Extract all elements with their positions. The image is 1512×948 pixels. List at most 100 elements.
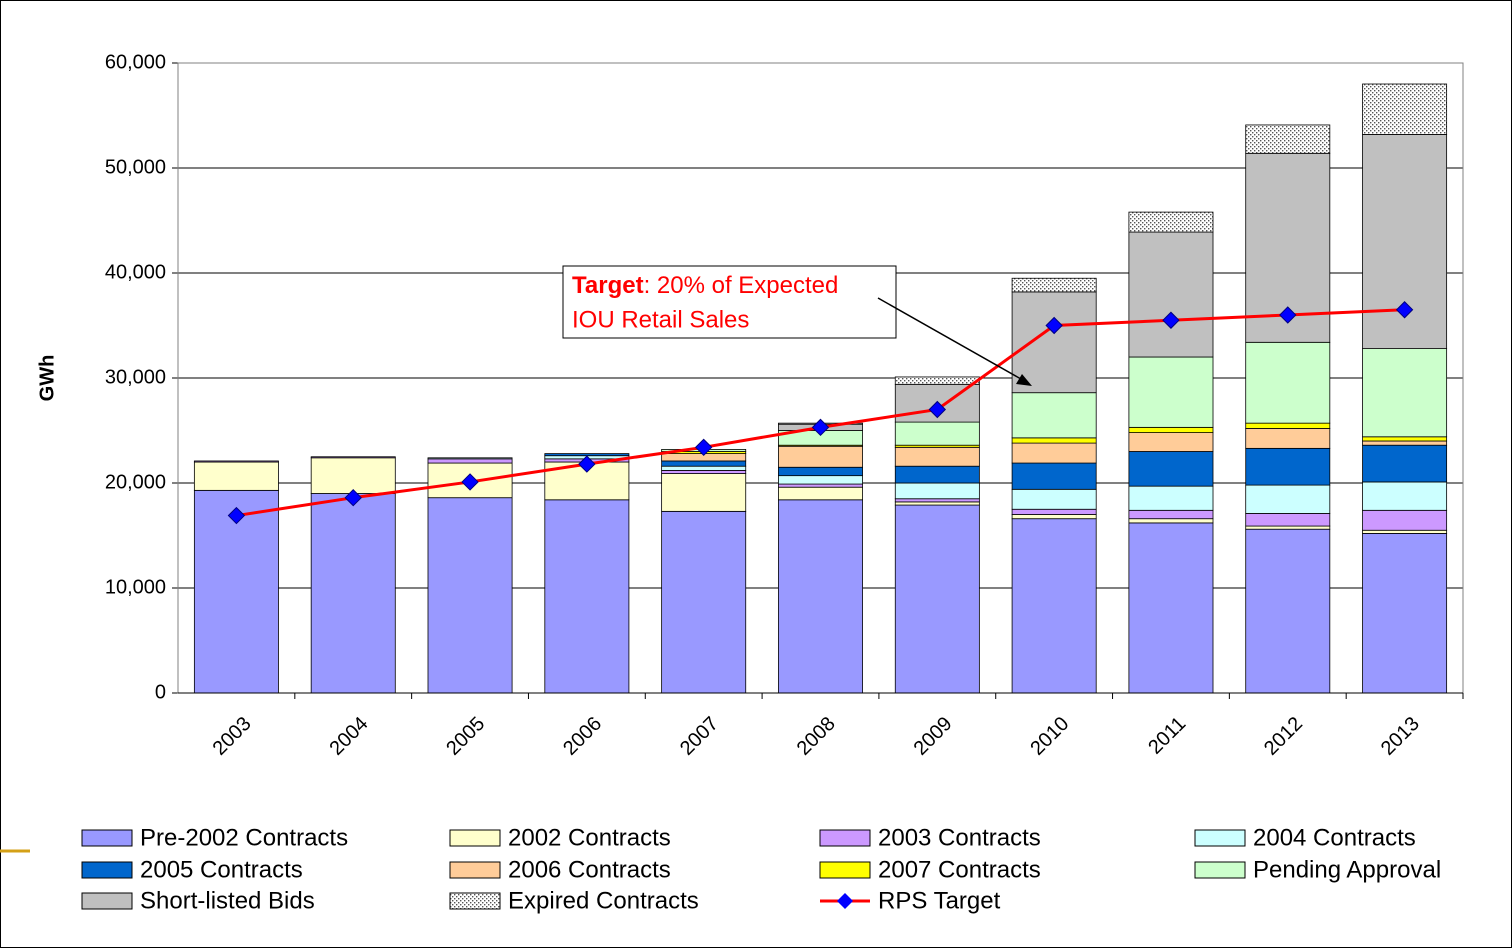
- bar-segment: [778, 486, 863, 501]
- bar-segment: [1245, 447, 1331, 486]
- plot: 010,00020,00030,00040,00050,00060,000200…: [105, 51, 1464, 760]
- bar-segment: [1362, 481, 1448, 511]
- bar-segment: [1362, 529, 1448, 534]
- legend-label: 2007 Contracts: [878, 856, 1041, 883]
- bar-segment: [1011, 514, 1097, 520]
- bar-segment: [894, 482, 980, 500]
- legend-swatch: [819, 829, 871, 847]
- target-marker: [1395, 301, 1414, 319]
- bar-segment: [193, 460, 279, 463]
- legend-label: 2005 Contracts: [140, 856, 303, 883]
- bar-segment: [427, 458, 513, 464]
- bar-segment: [1011, 442, 1097, 464]
- y-tick-label: 50,000: [105, 156, 166, 178]
- bar-segment: [1245, 513, 1331, 527]
- bar-segment: [1011, 291, 1097, 394]
- bar-segment: [1128, 211, 1214, 233]
- target-marker: [344, 488, 362, 507]
- bar-segment: [894, 446, 980, 467]
- bar-segment: [1128, 485, 1214, 511]
- bar-segment: [1245, 422, 1331, 429]
- target-marker: [227, 506, 246, 525]
- target-marker: [1045, 316, 1063, 335]
- bar-segment: [1245, 528, 1331, 694]
- bar-segment: [661, 460, 747, 467]
- bar-segment: [1362, 444, 1448, 483]
- bar-segment: [778, 466, 863, 477]
- bar-segment: [1362, 83, 1448, 135]
- bar-segment: [1011, 488, 1097, 510]
- target-marker: [1279, 306, 1297, 324]
- y-tick-label: 0: [155, 681, 166, 703]
- bar-segment: [1128, 509, 1214, 520]
- legend-swatch: [449, 892, 501, 910]
- bar-segment: [1011, 462, 1097, 490]
- bar-segment: [310, 457, 396, 494]
- arrow-head: [1016, 374, 1032, 386]
- y-tick-label: 10,000: [105, 576, 166, 598]
- bar-segment: [1011, 277, 1097, 293]
- bar-segment: [661, 465, 747, 471]
- y-tick-label: 20,000: [105, 471, 166, 493]
- bar-segment: [544, 453, 630, 457]
- bar-segment: [661, 473, 747, 512]
- bar-segment: [1011, 518, 1097, 694]
- bar-segment: [894, 498, 980, 503]
- bar-segment: [544, 499, 630, 694]
- legend-swatch: [81, 861, 133, 879]
- bar-segment: [1128, 356, 1214, 428]
- bar-segment: [1362, 436, 1448, 442]
- target-marker: [811, 418, 830, 437]
- annotation-line2: IOU Retail Sales: [572, 306, 749, 333]
- bar-segment: [1128, 522, 1214, 694]
- bar-segment: [1128, 426, 1214, 434]
- bar-segment: [894, 465, 980, 484]
- legend-label: Short-listed Bids: [140, 887, 315, 914]
- bar-segment: [310, 456, 396, 459]
- target-marker: [928, 400, 947, 419]
- legend-label: 2003 Contracts: [878, 824, 1041, 851]
- bar-segment: [1245, 124, 1331, 154]
- bar-segment: [1245, 341, 1331, 424]
- bar-segment: [310, 493, 396, 694]
- bar-segment: [1128, 518, 1214, 524]
- bar-segment: [1011, 508, 1097, 515]
- annotation-text: Target: 20% of Expected: [572, 272, 838, 299]
- legend-label: RPS Target: [878, 887, 1001, 914]
- bar-segment: [778, 475, 863, 485]
- annotation-box: [562, 265, 897, 339]
- bar-segment: [1128, 432, 1214, 452]
- bar-segment: [894, 501, 980, 506]
- bar-segment: [661, 469, 747, 474]
- annotation-arrow: [877, 297, 1029, 384]
- y-axis-label: GWh: [36, 355, 58, 402]
- legend-marker: [837, 893, 853, 909]
- target-marker: [1162, 311, 1180, 329]
- target-marker: [578, 455, 596, 473]
- annotation-bold: Target: [572, 272, 644, 299]
- bar-segment: [1245, 427, 1331, 449]
- legend-label: Pending Approval: [1253, 856, 1441, 883]
- legend-swatch: [81, 892, 133, 910]
- bar-segment: [661, 510, 747, 694]
- y-tick-label: 30,000: [105, 366, 166, 388]
- legend-swatch: [81, 829, 133, 847]
- bar-segment: [1362, 533, 1448, 694]
- legend-swatch: [819, 861, 871, 879]
- legend-label: 2002 Contracts: [508, 824, 671, 851]
- bar-segment: [1011, 437, 1097, 444]
- bar-segment: [1362, 440, 1448, 446]
- y-tick-label: 60,000: [105, 51, 166, 73]
- y-tick-label: 40,000: [105, 261, 166, 283]
- bar-segment: [1362, 509, 1448, 531]
- bar-segment: [1128, 231, 1214, 358]
- legend-swatch: [449, 829, 501, 847]
- bar-segment: [778, 445, 863, 468]
- legend-swatch: [1194, 861, 1246, 879]
- target-marker: [461, 473, 479, 491]
- annotation: Target: 20% of Expected IOU Retail Sales: [562, 265, 1032, 386]
- legend-swatch: [1194, 829, 1246, 847]
- bar-segment: [1011, 392, 1097, 439]
- bar-segment: [1362, 348, 1448, 438]
